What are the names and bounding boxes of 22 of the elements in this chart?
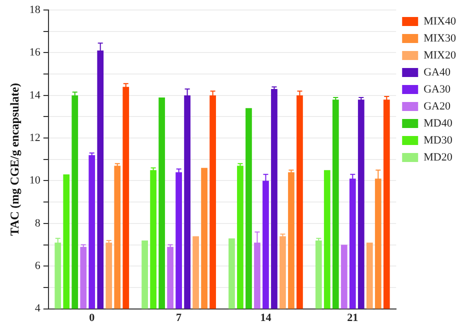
- legend-label: MD20: [424, 151, 453, 164]
- y-tick-label: 6: [34, 260, 41, 272]
- legend-label: MD30: [424, 134, 453, 146]
- x-tick-label: 14: [260, 312, 272, 324]
- x-tick-label: 21: [347, 312, 358, 324]
- legend-label: MIX20: [424, 49, 456, 62]
- y-tick-label: 18: [29, 4, 41, 16]
- y-tick-label: 14: [29, 89, 41, 102]
- y-tick-label: 16: [29, 46, 41, 59]
- y-tick-label: 10: [29, 174, 41, 187]
- legend-label: GA20: [424, 100, 451, 112]
- y-tick-label: 8: [34, 217, 41, 230]
- y-axis-title: TAC (mg CGE/g encapsulate): [7, 83, 22, 236]
- legend-label: MIX40: [424, 15, 456, 28]
- y-tick-label: 12: [29, 132, 40, 144]
- legend-label: GA40: [424, 66, 451, 78]
- y-tick-label: 4: [34, 302, 41, 315]
- legend-label: MD40: [424, 117, 453, 130]
- legend-label: MIX30: [424, 32, 456, 44]
- legend-label: GA30: [424, 83, 451, 96]
- x-tick-label: 7: [176, 312, 182, 324]
- x-tick-label: 0: [89, 312, 96, 324]
